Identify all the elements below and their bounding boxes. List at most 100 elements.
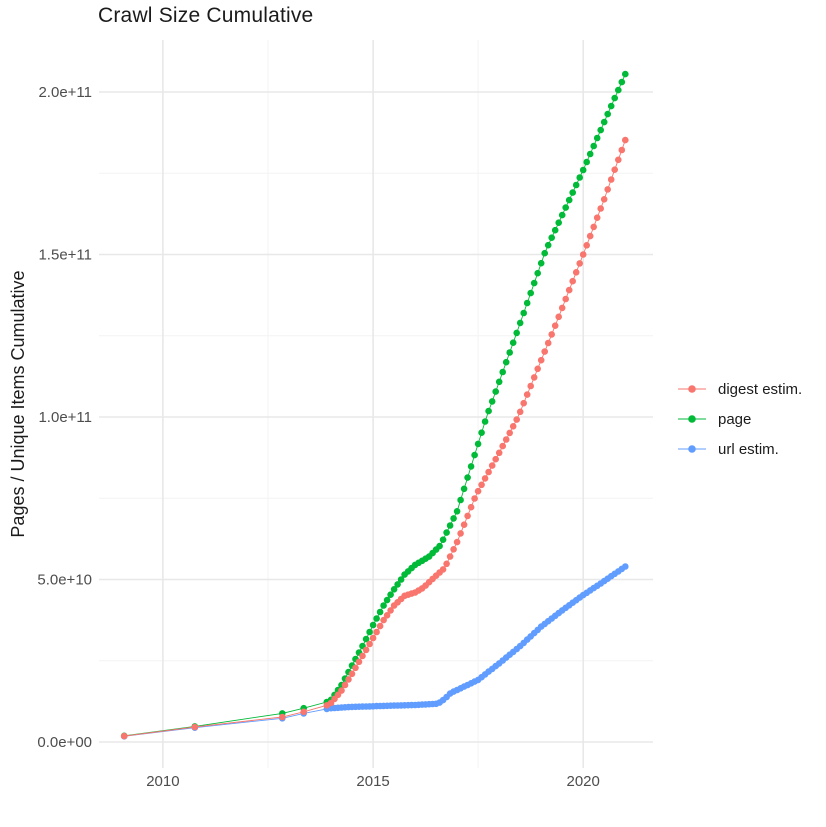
data-point-page xyxy=(565,196,573,204)
data-point-digest-estim xyxy=(439,566,447,573)
data-point-digest-estim xyxy=(509,423,517,430)
data-point-digest-estim xyxy=(615,156,622,164)
data-point-page xyxy=(478,429,485,437)
data-point-digest-estim xyxy=(534,365,541,373)
data-point-digest-estim xyxy=(506,429,513,437)
data-point-digest-estim xyxy=(600,196,608,203)
data-point-page xyxy=(562,204,569,211)
data-point-page xyxy=(555,219,562,226)
data-point-page xyxy=(492,388,500,395)
data-point-page xyxy=(502,358,510,366)
series-digest-estim xyxy=(120,136,629,740)
data-point-digest-estim xyxy=(622,136,629,144)
legend-item-page: page xyxy=(676,410,802,428)
data-point-digest-estim xyxy=(520,399,527,407)
data-point-page xyxy=(597,126,604,134)
series-line-digest-estim xyxy=(124,139,626,737)
data-point-page xyxy=(572,181,580,189)
data-point-digest-estim xyxy=(597,205,604,212)
legend-key-point xyxy=(688,415,696,423)
data-point-page xyxy=(506,349,513,356)
data-point-digest-estim xyxy=(523,391,531,398)
data-point-digest-estim xyxy=(457,530,464,537)
data-point-digest-estim xyxy=(527,382,534,390)
data-point-digest-estim xyxy=(474,487,482,495)
data-point-page xyxy=(520,309,527,317)
data-point-page xyxy=(380,602,387,609)
data-point-page xyxy=(618,78,626,86)
data-point-page xyxy=(590,142,597,150)
data-point-page xyxy=(551,226,559,234)
data-point-page xyxy=(383,596,391,604)
data-point-page xyxy=(593,134,601,142)
data-point-page xyxy=(558,211,566,219)
series-page xyxy=(120,70,629,740)
data-point-digest-estim xyxy=(590,223,597,231)
data-point-page xyxy=(457,496,464,504)
data-point-digest-estim xyxy=(471,495,478,502)
data-point-digest-estim xyxy=(376,622,384,630)
data-point-page xyxy=(362,635,370,643)
data-point-page xyxy=(387,591,394,598)
data-point-digest-estim xyxy=(446,553,454,560)
data-point-page xyxy=(394,581,401,588)
data-point-digest-estim xyxy=(499,442,507,450)
legend-label-page: page xyxy=(718,410,752,428)
data-point-digest-estim xyxy=(453,538,461,546)
data-point-page xyxy=(586,150,594,158)
data-point-digest-estim xyxy=(555,313,562,321)
data-point-page xyxy=(443,529,450,536)
data-point-page xyxy=(516,319,524,327)
data-point-digest-estim xyxy=(359,652,366,660)
data-point-digest-estim xyxy=(383,612,391,619)
data-point-digest-estim xyxy=(572,269,580,276)
data-point-digest-estim xyxy=(300,708,308,716)
data-point-page xyxy=(611,94,618,102)
data-point-page xyxy=(604,110,611,118)
data-point-page xyxy=(390,586,398,593)
data-point-page xyxy=(366,628,373,636)
data-point-page xyxy=(544,241,552,249)
data-point-page xyxy=(607,102,615,110)
data-point-page xyxy=(583,158,590,166)
data-point-digest-estim xyxy=(495,449,503,457)
legend-item-digest-estim: digest estim. xyxy=(676,381,802,398)
data-point-page xyxy=(453,508,461,515)
data-point-digest-estim xyxy=(485,468,492,476)
data-series xyxy=(120,70,629,740)
data-point-digest-estim xyxy=(562,295,569,303)
data-point-page xyxy=(527,289,534,297)
data-point-page xyxy=(450,515,457,522)
data-point-page xyxy=(485,407,492,415)
data-point-digest-estim xyxy=(516,408,524,416)
series-url-estim xyxy=(120,563,629,740)
data-point-page xyxy=(534,269,541,277)
y-axis-tick-labels: 0.0e+00 5.0e+10 1.0e+11 1.5e+11 2.0e+11 xyxy=(37,84,92,751)
data-point-digest-estim xyxy=(548,331,555,338)
legend-key-url-estim xyxy=(678,445,706,453)
data-point-page xyxy=(600,118,608,126)
data-point-digest-estim xyxy=(586,232,594,240)
data-point-digest-estim xyxy=(387,607,394,614)
x-tick-label: 2010 xyxy=(146,773,179,790)
data-point-digest-estim xyxy=(558,304,566,312)
gridlines-minor xyxy=(99,40,653,768)
x-axis-tick-labels: 2010 2015 2020 xyxy=(146,773,600,790)
data-point-digest-estim xyxy=(492,455,500,463)
gridlines-major xyxy=(99,40,653,768)
data-point-digest-estim xyxy=(604,186,611,193)
data-point-digest-estim xyxy=(611,166,618,173)
legend: digest estim. page url estim. xyxy=(676,381,802,471)
data-point-page xyxy=(446,522,454,529)
legend-key-point xyxy=(688,445,696,453)
data-point-digest-estim xyxy=(513,416,520,423)
data-point-digest-estim xyxy=(569,277,576,285)
data-point-page xyxy=(495,378,503,386)
data-point-digest-estim xyxy=(607,176,615,183)
data-point-digest-estim xyxy=(576,260,583,267)
data-point-digest-estim xyxy=(460,521,468,528)
data-point-page xyxy=(467,463,475,470)
data-point-page xyxy=(579,166,587,174)
series-line-url-estim xyxy=(124,566,626,737)
